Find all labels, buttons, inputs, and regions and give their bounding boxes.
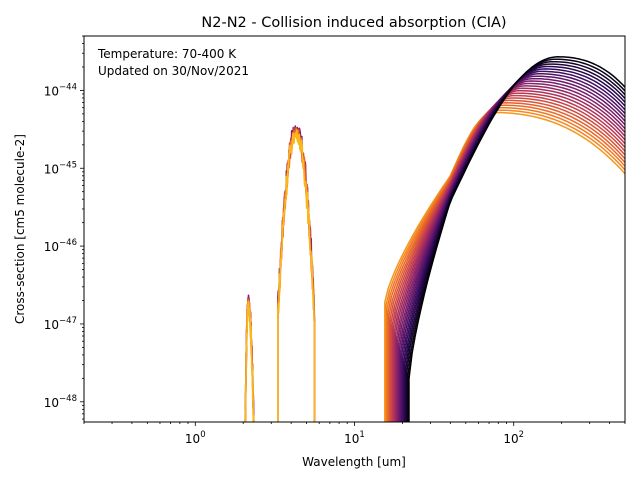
- x-tick-label-1: 100: [185, 430, 206, 446]
- annotation-line-1: Temperature: 70-400 K: [97, 47, 237, 61]
- y-tick-label-5: 10−44: [44, 82, 77, 98]
- far-ir-band-line-320K: [388, 102, 625, 422]
- annotation-line-2: Updated on 30/Nov/2021: [98, 64, 249, 78]
- y-axis-label: Cross-section [cm5 molecule-2]: [13, 134, 27, 324]
- x-tick-label-3: 102: [503, 430, 524, 446]
- far-ir-band-line-300K: [389, 99, 625, 422]
- x-tick-label-2: 101: [344, 430, 365, 446]
- far-ir-band-line-360K: [386, 106, 625, 422]
- far-ir-band-line-280K: [390, 97, 625, 422]
- ticks-layer: 100 101 102 10−48 10−47 10−46 10−45 10−44: [44, 35, 626, 446]
- y-tick-label-2: 10−47: [44, 316, 77, 332]
- far-ir-band-line-400K: [384, 111, 625, 422]
- chart-title: N2-N2 - Collision induced absorption (CI…: [201, 15, 506, 31]
- far-ir-band-line-340K: [387, 104, 625, 422]
- overtone-band-line-4: [244, 300, 256, 422]
- fundamental-band-line-4: [277, 129, 316, 422]
- y-tick-label-3: 10−46: [44, 238, 77, 254]
- x-axis-label: Wavelength [um]: [302, 455, 406, 469]
- y-tick-label-1: 10−48: [44, 394, 77, 410]
- far-ir-band-line-70K: [408, 56, 625, 422]
- series-layer: [244, 56, 625, 422]
- y-tick-label-4: 10−45: [44, 160, 77, 176]
- far-ir-band-line-260K: [391, 94, 625, 422]
- far-ir-band-line-380K: [385, 109, 625, 422]
